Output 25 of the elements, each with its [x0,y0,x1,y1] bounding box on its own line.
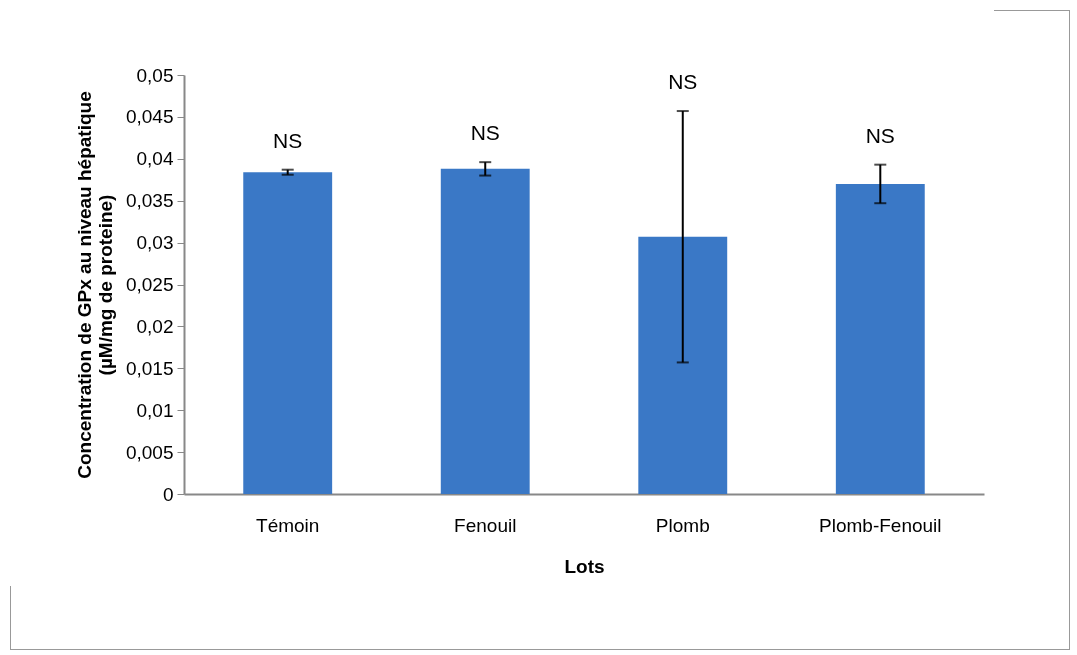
x-tick-label: Témoin [256,514,320,536]
y-axis-title: Concentration de GPx au niveau hépatique (µM/mg de proteine) [73,91,116,479]
bar [638,236,728,494]
x-axis-title: Lots [564,555,605,577]
y-tick-label: 0,04 [136,148,174,170]
y-tick-label: 0,035 [125,190,174,212]
annotation: NS [668,70,698,94]
x-tick-label: Plomb-Fenouil [819,514,942,536]
annotation: NS [470,121,500,145]
y-tick-label: 0,02 [136,315,174,337]
bar [835,183,925,494]
y-tick-label: 0,045 [125,106,174,128]
annotation: NS [273,128,303,152]
bar [243,172,333,494]
x-tick-label: Fenouil [454,514,517,536]
annotation: NS [865,123,895,147]
y-tick-label: 0,005 [125,441,174,463]
y-tick-label: 0,025 [125,274,174,295]
y-tick-label: 0,03 [136,232,174,254]
y-tick-label: 0,01 [136,399,174,421]
bar [440,168,530,494]
y-tick-label: 0,015 [125,357,174,379]
y-tick-label: 0,05 [136,64,174,86]
y-tick-label: 0 [162,483,174,505]
x-tick-label: Plomb [655,514,710,536]
